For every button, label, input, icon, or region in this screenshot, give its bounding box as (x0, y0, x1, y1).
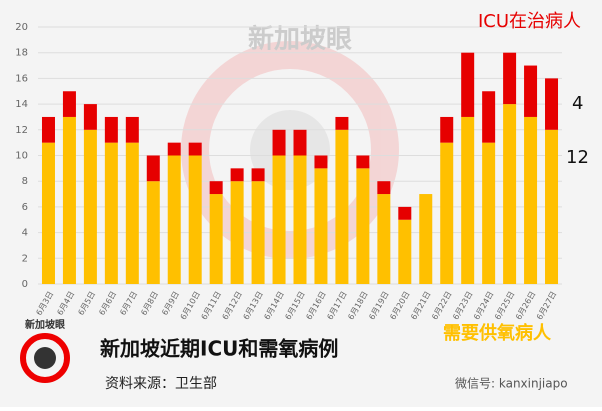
bar-segment (314, 155, 328, 169)
y-tick-label: 8 (22, 176, 28, 187)
bar-segment (293, 129, 307, 156)
bar-segment (209, 181, 223, 195)
y-tick-label: 14 (15, 99, 28, 110)
bar-segment (461, 52, 475, 117)
y-tick-label: 10 (15, 151, 28, 162)
bar-segment (524, 116, 538, 284)
source: 资料来源：卫生部 (105, 376, 217, 392)
bar-segment (545, 78, 559, 130)
bar-segment (83, 129, 97, 284)
bar-segment (272, 129, 286, 156)
bar-segment (335, 129, 349, 284)
value-label: 12 (566, 147, 589, 168)
bar-segment (398, 206, 412, 220)
bar-segment (41, 116, 55, 143)
bar-segment (377, 181, 391, 195)
bar-segment (146, 155, 160, 182)
y-tick-label: 20 (15, 22, 28, 33)
y-tick-label: 6 (22, 202, 28, 213)
y-tick-label: 4 (22, 228, 28, 239)
bar-segment (146, 181, 160, 284)
bar-segment (167, 142, 181, 156)
bar-segment (545, 129, 559, 284)
logo-text: 新加坡眼 (25, 318, 65, 331)
legend-oxygen: 需要供氧病人 (443, 322, 552, 344)
bar-segment (440, 116, 454, 143)
bar-segment (524, 65, 538, 117)
bar-segment (125, 116, 139, 143)
y-tick-label: 18 (15, 48, 28, 59)
bar-segment (230, 181, 244, 284)
legend-icu: ICU在治病人 (478, 11, 581, 32)
bar-segment (482, 91, 496, 143)
bar-segment (461, 116, 475, 284)
watermark-text: 新加坡眼 (248, 24, 352, 55)
bar-segment (503, 104, 517, 284)
bar-segment (335, 116, 349, 130)
y-tick-label: 12 (15, 125, 28, 136)
bar-segment (293, 155, 307, 284)
bar-segment (272, 155, 286, 284)
bar-segment (125, 142, 139, 284)
bar-segment (188, 155, 202, 284)
bar-segment (167, 155, 181, 284)
value-label: 4 (572, 93, 583, 114)
bar-segment (188, 142, 202, 156)
bar-segment (83, 104, 97, 130)
bar-segment (62, 116, 76, 284)
bar-segment (482, 142, 496, 284)
logo-eye (34, 347, 56, 369)
wechat-id: 微信号: kanxinjiapo (455, 377, 568, 391)
bar-segment (104, 116, 118, 143)
bar-segment (230, 168, 244, 182)
bar-segment (440, 142, 454, 284)
bar-segment (419, 194, 433, 284)
bar-segment (356, 155, 370, 169)
bar-segment (251, 168, 265, 182)
bar-segment (377, 194, 391, 284)
y-tick-label: 2 (22, 253, 28, 264)
y-tick-label: 0 (22, 279, 28, 290)
bar-segment (209, 194, 223, 284)
bar-segment (41, 142, 55, 284)
chart-title: 新加坡近期ICU和需氧病例 (100, 337, 338, 361)
bar-segment (503, 52, 517, 105)
bar-segment (356, 168, 370, 284)
bar-segment (62, 91, 76, 117)
bar-segment (314, 168, 328, 284)
bar-segment (398, 219, 412, 284)
logo (20, 333, 70, 383)
y-tick-label: 16 (15, 73, 28, 84)
bar-segment (104, 142, 118, 284)
bar-segment (251, 181, 265, 284)
